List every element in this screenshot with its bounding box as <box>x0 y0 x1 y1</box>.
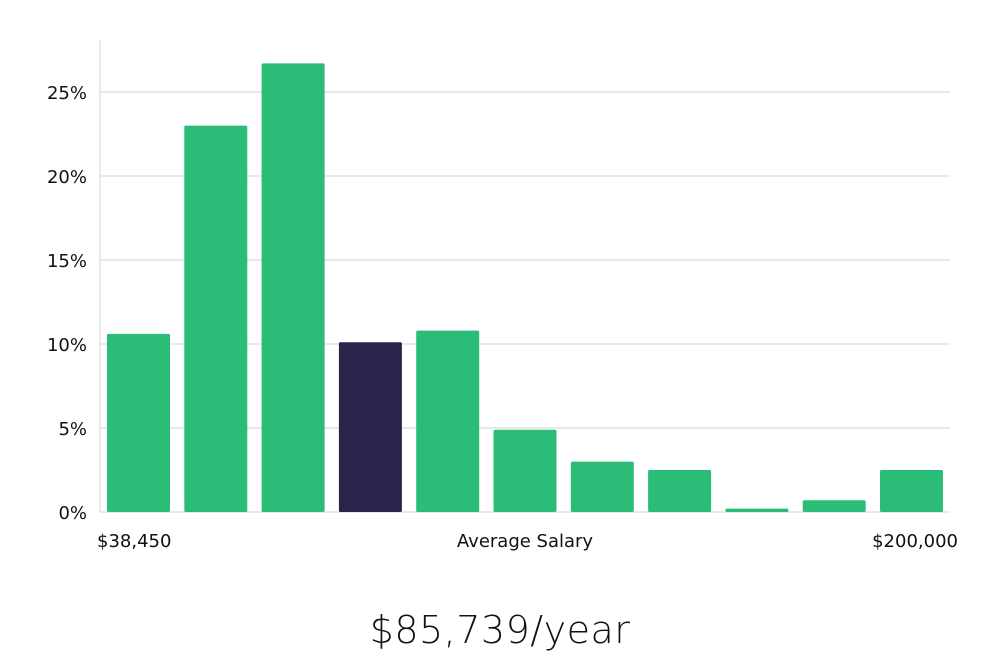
bar <box>648 470 712 512</box>
bar <box>493 429 557 512</box>
y-tick-label: 10% <box>47 335 87 356</box>
bar-highlighted <box>338 342 402 512</box>
bar <box>107 333 170 512</box>
y-tick-label: 25% <box>47 83 87 104</box>
bar <box>880 470 943 512</box>
x-min-label: $38,450 <box>97 531 171 552</box>
y-tick-label: 5% <box>58 419 87 440</box>
bar <box>570 461 634 512</box>
bar <box>416 330 480 512</box>
bar <box>261 63 325 513</box>
y-tick-label: 15% <box>47 251 87 272</box>
salary-histogram: 0%5%10%15%20%25% $38,450 Average Salary … <box>47 40 958 552</box>
bar <box>725 508 789 512</box>
y-tick-label: 0% <box>58 503 87 524</box>
y-axis-ticks: 0% 5% 10% 15% 20% 25% <box>47 83 87 524</box>
x-axis-title: Average Salary <box>457 531 594 552</box>
bar <box>184 125 248 512</box>
bar <box>802 500 866 512</box>
average-salary-value: $85,739/year <box>369 608 631 652</box>
bars <box>107 63 943 513</box>
x-max-label: $200,000 <box>872 531 958 552</box>
y-tick-label: 20% <box>47 167 87 188</box>
